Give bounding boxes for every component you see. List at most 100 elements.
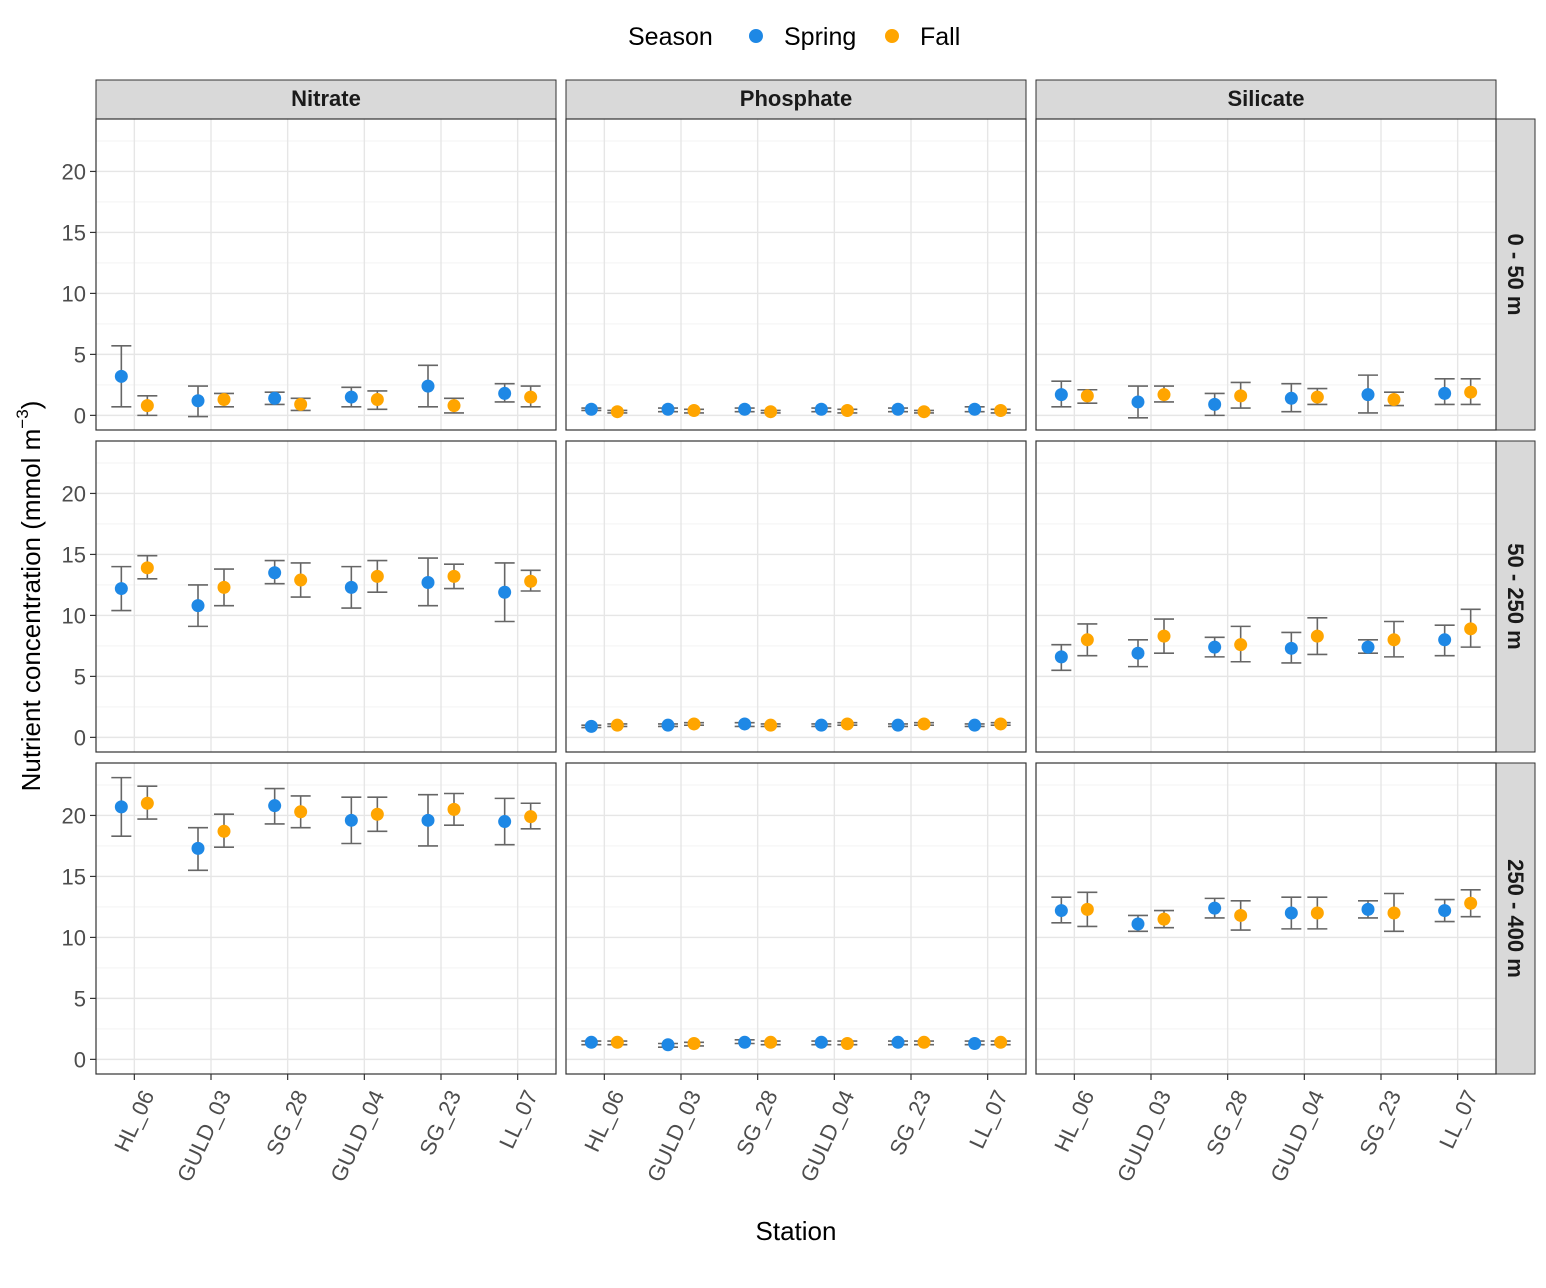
x-tick-label-ll-07: LL_07 <box>494 1086 543 1152</box>
x-tick-label-ll-07: LL_07 <box>964 1086 1013 1152</box>
panel-border <box>95 118 557 431</box>
point-spring-sg-28 <box>268 566 282 580</box>
point-spring-sg-23 <box>1361 388 1375 402</box>
point-spring-ll-07 <box>968 718 982 732</box>
point-spring-ll-07 <box>968 402 982 416</box>
point-spring-guld-03 <box>661 1038 675 1052</box>
point-fall-guld-03 <box>687 717 701 731</box>
point-spring-sg-28 <box>738 1035 752 1049</box>
point-spring-hl-06 <box>114 800 128 814</box>
x-tick-label-sg-23: SG_23 <box>414 1086 466 1159</box>
point-spring-guld-04 <box>344 813 358 827</box>
point-fall-guld-04 <box>840 403 854 417</box>
point-spring-sg-28 <box>268 799 282 813</box>
point-fall-sg-28 <box>294 573 308 587</box>
point-fall-sg-28 <box>1234 638 1248 652</box>
x-tick-label-guld-04: GULD_04 <box>795 1086 859 1185</box>
point-spring-guld-04 <box>814 718 828 732</box>
point-spring-sg-28 <box>1208 397 1222 411</box>
point-fall-guld-04 <box>1310 906 1324 920</box>
point-spring-sg-28 <box>1208 640 1222 654</box>
legend: Season Spring Fall <box>628 23 960 51</box>
point-fall-hl-06 <box>1080 633 1094 647</box>
point-spring-ll-07 <box>498 386 512 400</box>
column-strip-label-silicate: Silicate <box>1227 86 1304 111</box>
y-tick-label: 0 <box>74 403 86 428</box>
point-fall-ll-07 <box>994 717 1008 731</box>
panel-background <box>96 441 556 752</box>
point-spring-sg-23 <box>1361 902 1375 916</box>
point-fall-sg-23 <box>1387 393 1401 407</box>
panel-background <box>96 763 556 1074</box>
point-spring-guld-04 <box>1284 391 1298 405</box>
point-spring-ll-07 <box>968 1037 982 1051</box>
x-tick-label-hl-06: HL_06 <box>1049 1086 1099 1155</box>
point-fall-hl-06 <box>610 405 624 419</box>
point-fall-sg-28 <box>764 718 778 732</box>
panel-silicate-250-400-m <box>1035 762 1497 1075</box>
panel-border <box>95 440 557 753</box>
point-spring-guld-03 <box>191 841 205 855</box>
point-spring-guld-03 <box>1131 917 1145 931</box>
panel-border <box>565 118 1027 431</box>
point-fall-ll-07 <box>524 390 538 404</box>
panel-border <box>565 440 1027 753</box>
y-tick-label: 15 <box>62 542 86 567</box>
y-tick-label: 20 <box>62 481 86 506</box>
point-fall-ll-07 <box>994 403 1008 417</box>
legend-fall-label: Fall <box>920 23 960 51</box>
point-fall-sg-28 <box>1234 908 1248 922</box>
panel-background <box>566 441 1026 752</box>
legend-spring-label: Spring <box>784 23 856 51</box>
point-spring-ll-07 <box>498 815 512 829</box>
point-fall-guld-04 <box>370 807 384 821</box>
panel-phosphate-50-250-m <box>565 440 1027 753</box>
point-spring-guld-03 <box>661 718 675 732</box>
x-tick-label-sg-23: SG_23 <box>1354 1086 1406 1159</box>
panel-background <box>1036 441 1496 752</box>
x-tick-label-guld-03: GULD_03 <box>642 1086 706 1185</box>
legend-fall-marker <box>885 29 899 43</box>
point-fall-sg-23 <box>917 717 931 731</box>
y-axis-title: Nutrient concentration (mmol m−3) <box>13 401 46 792</box>
legend-title: Season <box>628 23 713 51</box>
point-spring-guld-03 <box>1131 395 1145 409</box>
legend-spring-marker <box>749 29 763 43</box>
point-fall-sg-23 <box>917 405 931 419</box>
point-fall-sg-28 <box>294 805 308 819</box>
point-fall-ll-07 <box>524 574 538 588</box>
panel-grid: Nitrate Phosphate Silicate 0 - 50 m 50 - 250… <box>62 79 1536 1186</box>
row-strip-label-250-400-m: 250 - 400 m <box>1503 859 1528 978</box>
panel-phosphate-0-50-m <box>565 118 1027 431</box>
point-fall-guld-04 <box>370 569 384 583</box>
point-spring-ll-07 <box>1438 386 1452 400</box>
column-strip-silicate <box>1035 79 1497 120</box>
point-fall-ll-07 <box>1464 896 1478 910</box>
point-fall-hl-06 <box>140 561 154 575</box>
x-tick-label-sg-28: SG_28 <box>261 1086 313 1159</box>
row-strip-label-50-250-m: 50 - 250 m <box>1503 543 1528 649</box>
x-tick-label-guld-03: GULD_03 <box>172 1086 236 1185</box>
point-fall-sg-28 <box>294 397 308 411</box>
y-tick-label: 0 <box>74 725 86 750</box>
panel-silicate-0-50-m <box>1035 118 1497 431</box>
point-fall-sg-28 <box>1234 389 1248 403</box>
point-fall-sg-23 <box>447 399 461 413</box>
point-fall-hl-06 <box>610 718 624 732</box>
x-tick-label-hl-06: HL_06 <box>109 1086 159 1155</box>
panel-nitrate-50-250-m <box>95 440 557 753</box>
column-strip-label-nitrate: Nitrate <box>291 86 361 111</box>
point-spring-sg-28 <box>268 391 282 405</box>
point-fall-guld-04 <box>840 717 854 731</box>
x-tick-label-sg-23: SG_23 <box>884 1086 936 1159</box>
panel-background <box>1036 119 1496 430</box>
point-fall-guld-03 <box>217 824 231 838</box>
point-spring-sg-23 <box>891 718 905 732</box>
row-strip-50-250-m <box>1495 440 1536 753</box>
y-tick-label: 20 <box>62 803 86 828</box>
point-spring-ll-07 <box>1438 633 1452 647</box>
point-spring-guld-04 <box>814 1035 828 1049</box>
point-fall-guld-03 <box>1157 388 1171 402</box>
point-fall-guld-04 <box>370 393 384 407</box>
point-fall-hl-06 <box>140 796 154 810</box>
